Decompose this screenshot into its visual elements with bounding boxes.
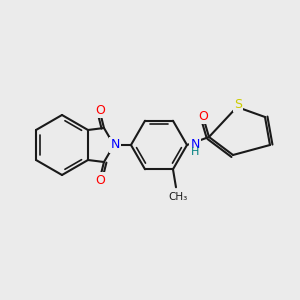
Text: N: N (110, 139, 120, 152)
Text: O: O (95, 103, 105, 116)
Text: O: O (95, 173, 105, 187)
Text: H: H (191, 147, 199, 157)
Text: S: S (234, 98, 242, 110)
Text: N: N (190, 137, 200, 151)
Text: O: O (198, 110, 208, 122)
Text: CH₃: CH₃ (168, 192, 188, 202)
